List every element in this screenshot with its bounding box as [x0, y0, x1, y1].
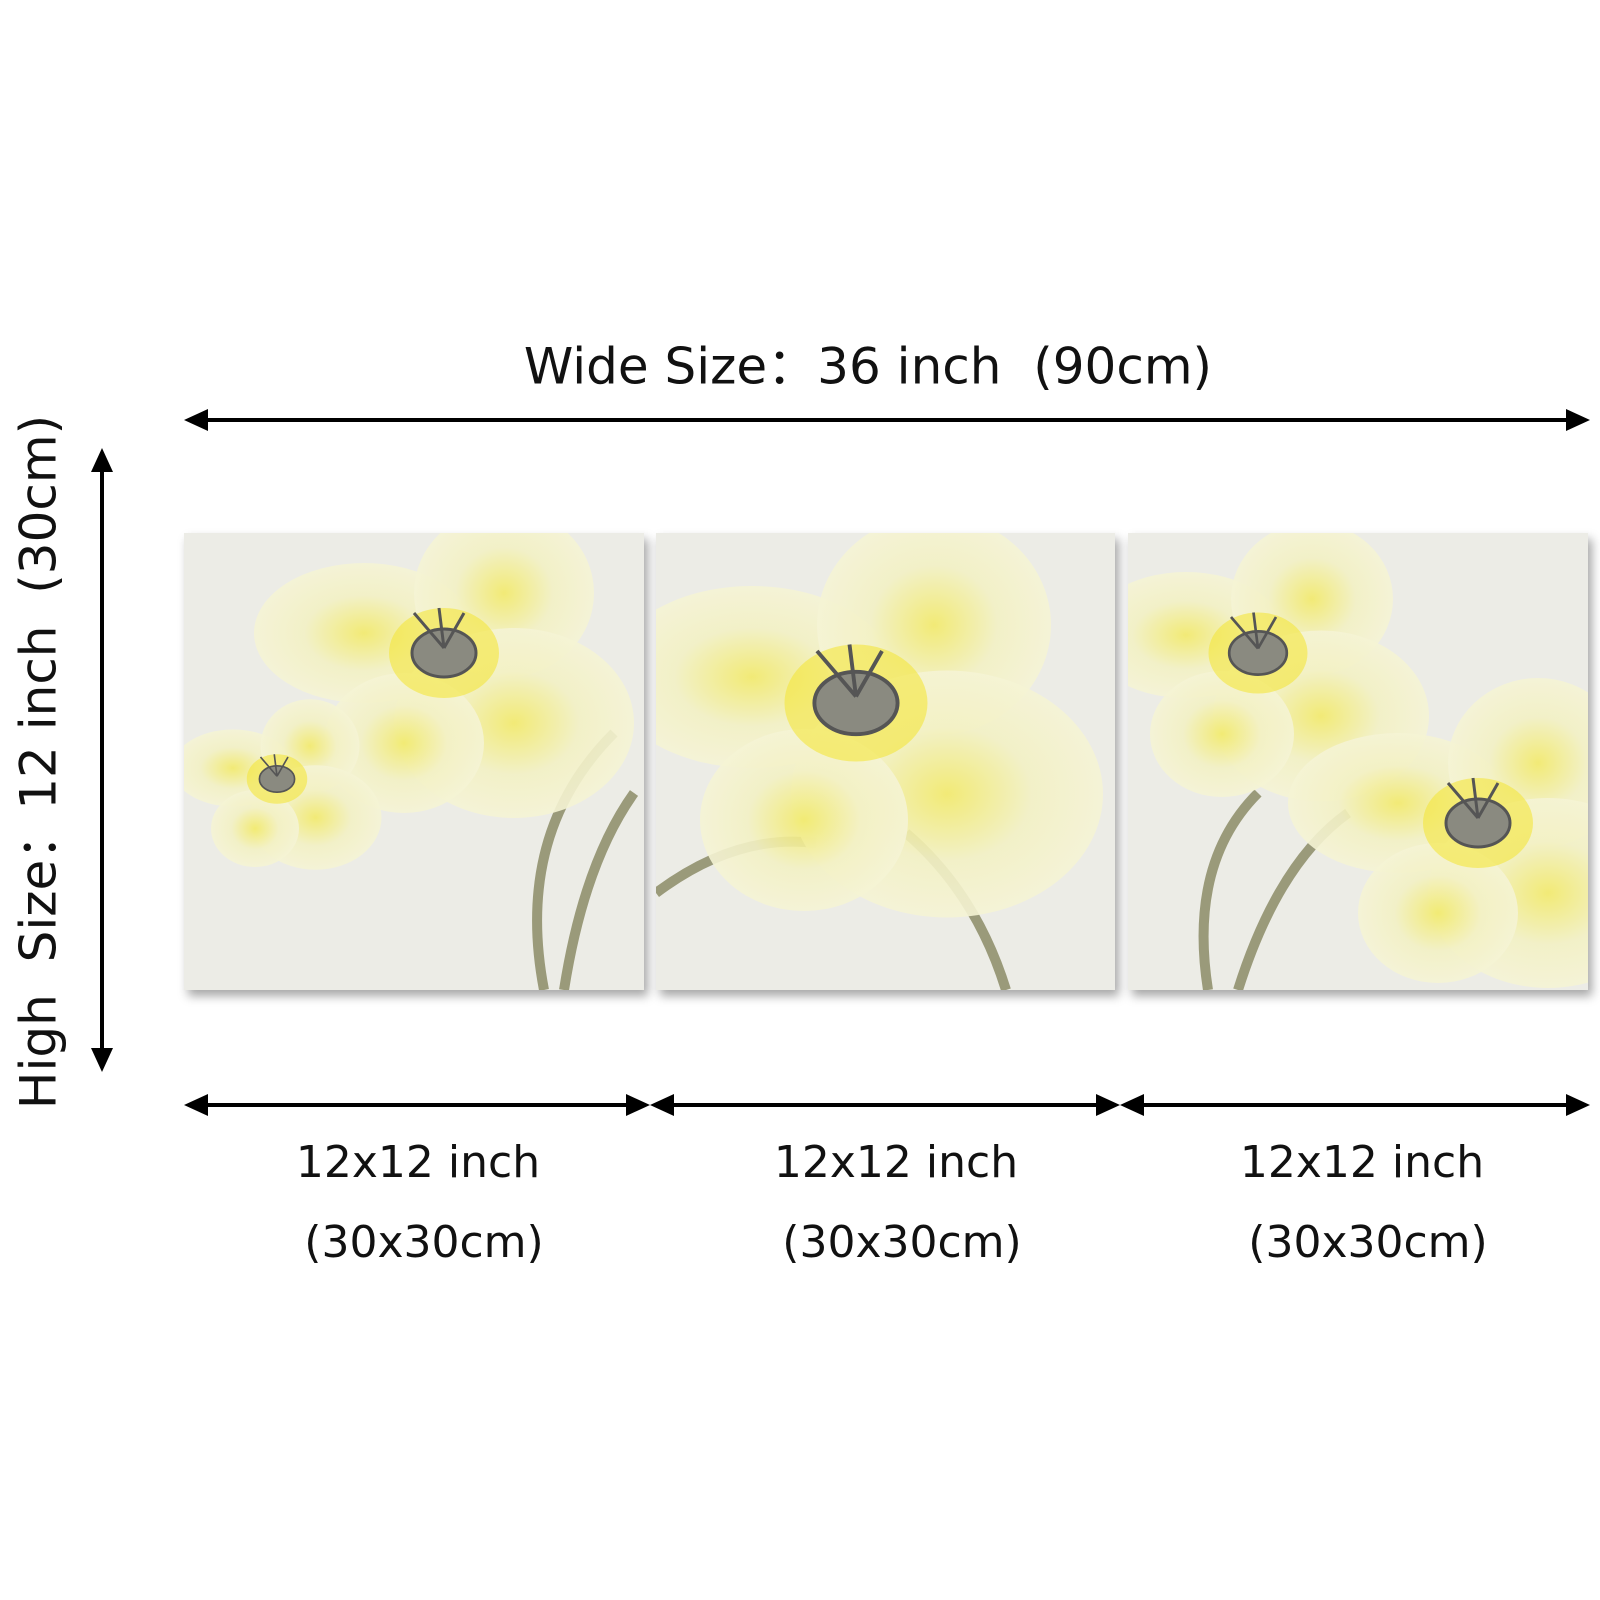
- panel-size: 12x12 inch: [1240, 1137, 1484, 1188]
- panel-size: 12x12 inch: [774, 1137, 1018, 1188]
- height-label: High Size：12 inch (30cm): [10, 415, 68, 1109]
- canvas-panel: [656, 533, 1115, 990]
- width-arrow: [184, 409, 1590, 431]
- canvas-panel: [1128, 533, 1588, 990]
- panel-metric: (30x30cm): [782, 1217, 1021, 1268]
- canvas-panels: [184, 533, 1588, 990]
- canvas-panel: [184, 533, 644, 990]
- panel-size: 12x12 inch: [296, 1137, 540, 1188]
- height-arrow: [91, 448, 113, 1072]
- panel-arrows: [184, 1094, 1590, 1116]
- panel-metric: (30x30cm): [304, 1217, 543, 1268]
- panel-metric: (30x30cm): [1248, 1217, 1487, 1268]
- width-label: Wide Size：36 inch (90cm): [524, 338, 1212, 396]
